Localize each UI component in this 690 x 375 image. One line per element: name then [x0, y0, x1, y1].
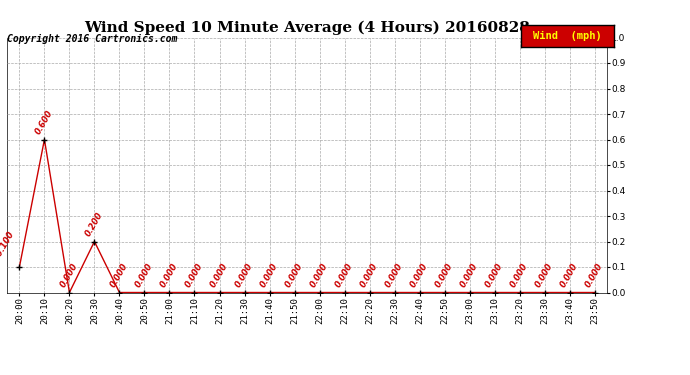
Text: 0.000: 0.000	[409, 262, 430, 290]
Text: 0.000: 0.000	[259, 262, 280, 290]
Text: 0.000: 0.000	[59, 262, 80, 290]
Text: 0.000: 0.000	[534, 262, 555, 290]
Text: Copyright 2016 Cartronics.com: Copyright 2016 Cartronics.com	[7, 34, 177, 44]
Text: 0.000: 0.000	[159, 262, 180, 290]
Text: 0.000: 0.000	[334, 262, 355, 290]
Text: +0.100: +0.100	[0, 230, 16, 263]
Text: 0.000: 0.000	[434, 262, 455, 290]
Text: 0.000: 0.000	[484, 262, 505, 290]
Text: 0.000: 0.000	[284, 262, 305, 290]
Text: Wind  (mph): Wind (mph)	[533, 31, 602, 41]
Text: 0.000: 0.000	[559, 262, 580, 290]
Text: 0.000: 0.000	[509, 262, 530, 290]
Text: 0.000: 0.000	[459, 262, 480, 290]
Text: 0.000: 0.000	[359, 262, 380, 290]
Text: 0.200: 0.200	[84, 210, 105, 238]
Text: 0.000: 0.000	[309, 262, 330, 290]
Title: Wind Speed 10 Minute Average (4 Hours) 20160828: Wind Speed 10 Minute Average (4 Hours) 2…	[84, 21, 530, 35]
Text: 0.600: 0.600	[34, 108, 55, 136]
Text: 0.000: 0.000	[209, 262, 230, 290]
Text: 0.000: 0.000	[384, 262, 405, 290]
Text: 0.000: 0.000	[184, 262, 205, 290]
Text: 0.000: 0.000	[109, 262, 130, 290]
Text: 0.000: 0.000	[134, 262, 155, 290]
Text: 0.000: 0.000	[584, 262, 605, 290]
Text: 0.000: 0.000	[234, 262, 255, 290]
